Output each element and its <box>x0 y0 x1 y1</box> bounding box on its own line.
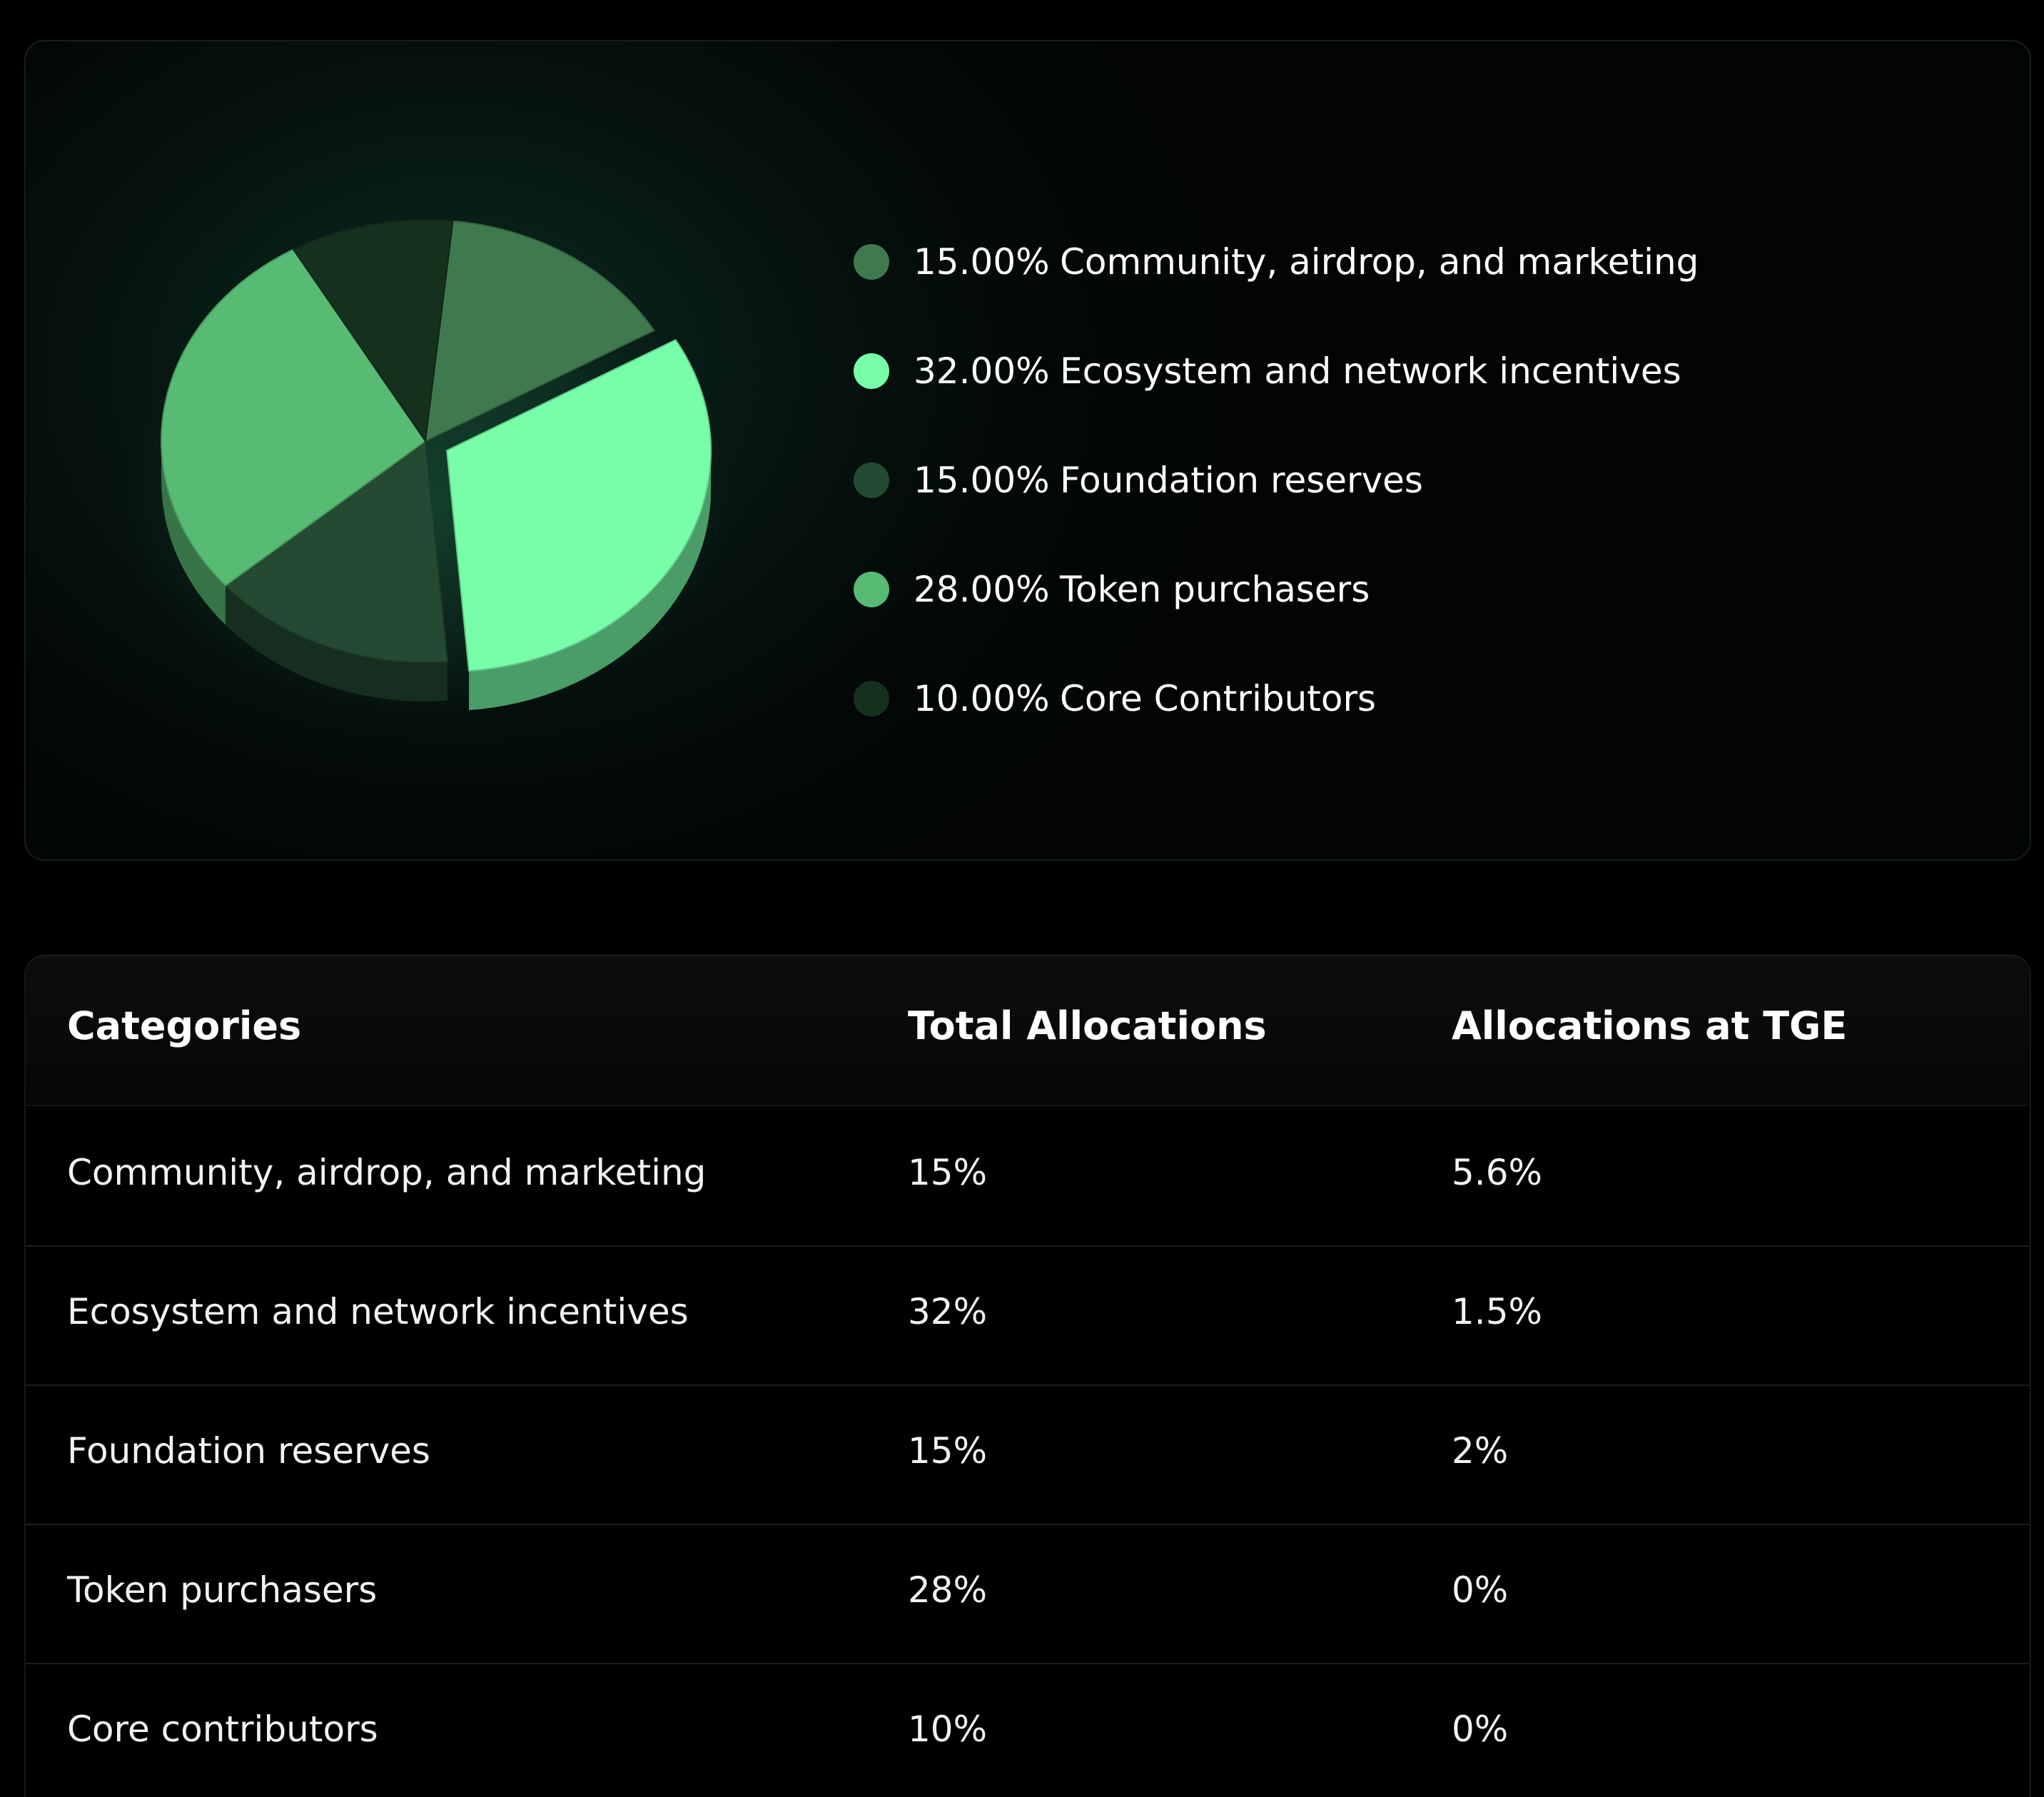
legend-value: 28.00% <box>914 568 1050 610</box>
cell-category: Token purchasers <box>67 1569 378 1611</box>
legend-label: Community, airdrop, and marketing <box>1060 241 1699 283</box>
legend-swatch <box>854 462 889 498</box>
legend-swatch <box>854 353 889 389</box>
legend-item-token-purchasers: 28.00% Token purchasers <box>854 535 1699 644</box>
pie-top-layer <box>161 219 712 672</box>
legend-swatch <box>854 680 889 717</box>
pie-slice <box>224 440 449 663</box>
table-row: Foundation reserves 15% 2% <box>26 1385 2030 1525</box>
pie-side-layer <box>161 441 712 711</box>
cell-category: Core contributors <box>67 1709 378 1750</box>
cell-tge-allocation: 0% <box>1452 1709 1509 1750</box>
legend-label: Token purchasers <box>1060 568 1370 610</box>
legend-item-foundation: 15.00% Foundation reserves <box>854 425 1699 535</box>
table-row: Ecosystem and network incentives 32% 1.5… <box>26 1245 2030 1386</box>
allocation-table: Categories Total Allocations Allocations… <box>24 955 2031 1797</box>
pie-slice <box>424 220 655 442</box>
legend-value: 15.00% <box>914 241 1050 283</box>
table-row: Community, airdrop, and marketing 15% 5.… <box>26 1106 2030 1247</box>
column-header-allocations-at-tge: Allocations at TGE <box>1452 1003 1848 1048</box>
cell-category: Foundation reserves <box>67 1430 430 1472</box>
cell-total-allocation: 10% <box>908 1709 988 1750</box>
legend-value: 32.00% <box>914 350 1050 392</box>
cell-tge-allocation: 1.5% <box>1452 1291 1543 1332</box>
legend-value: 15.00% <box>914 459 1050 501</box>
legend-item-core-contributors: 10.00% Core Contributors <box>854 644 1699 753</box>
pie-chart <box>118 219 732 719</box>
chart-legend: 15.00% Community, airdrop, and marketing… <box>854 207 1699 753</box>
legend-item-ecosystem: 32.00% Ecosystem and network incentives <box>854 316 1699 425</box>
cell-total-allocation: 28% <box>908 1569 988 1611</box>
cell-category: Community, airdrop, and marketing <box>67 1152 707 1193</box>
legend-swatch <box>854 571 889 607</box>
legend-item-community: 15.00% Community, airdrop, and marketing <box>854 207 1699 316</box>
pie-slice <box>446 338 712 672</box>
cell-total-allocation: 15% <box>908 1152 988 1193</box>
column-header-total-allocations: Total Allocations <box>908 1003 1267 1048</box>
pie-slice <box>161 248 427 587</box>
legend-label: Core Contributors <box>1060 677 1377 719</box>
cell-tge-allocation: 2% <box>1452 1430 1509 1472</box>
table-row: Core contributors 10% 0% <box>26 1663 2030 1797</box>
table-row: Token purchasers 28% 0% <box>26 1524 2030 1664</box>
allocation-chart-card: 15.00% Community, airdrop, and marketing… <box>24 40 2031 861</box>
legend-label: Foundation reserves <box>1060 459 1423 501</box>
table-header: Categories Total Allocations Allocations… <box>26 956 2030 1106</box>
cell-category: Ecosystem and network incentives <box>67 1291 689 1332</box>
cell-total-allocation: 32% <box>908 1291 988 1332</box>
column-header-categories: Categories <box>67 1003 302 1048</box>
pie-slice-side <box>469 450 712 711</box>
legend-label: Ecosystem and network incentives <box>1060 350 1681 392</box>
pie-slice-side <box>161 441 226 625</box>
cell-total-allocation: 15% <box>908 1430 988 1472</box>
legend-swatch <box>854 243 889 280</box>
pie-slice <box>292 219 454 443</box>
legend-value: 10.00% <box>914 677 1050 719</box>
cell-tge-allocation: 5.6% <box>1452 1152 1543 1193</box>
cell-tge-allocation: 0% <box>1452 1569 1509 1611</box>
pie-slice-side <box>225 585 447 702</box>
